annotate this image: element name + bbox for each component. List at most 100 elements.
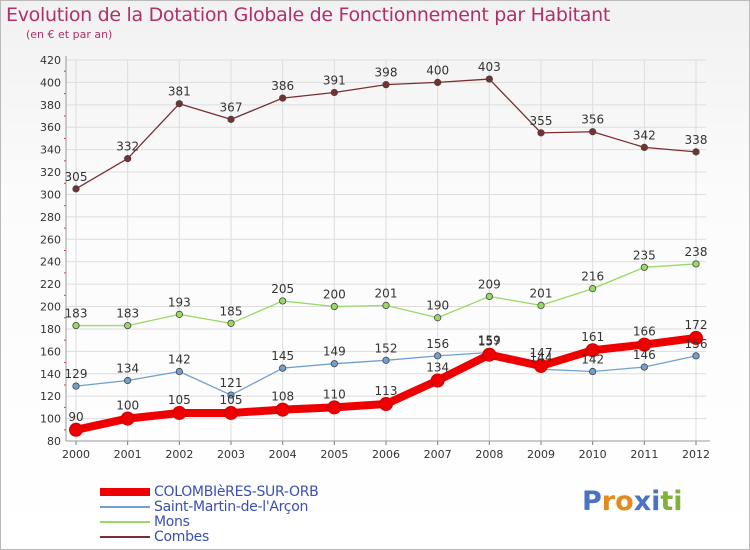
data-point	[69, 422, 83, 437]
y-tick-label: 140	[40, 368, 61, 381]
data-point	[327, 400, 342, 415]
legend-swatch	[100, 488, 150, 496]
data-point	[227, 319, 235, 327]
data-label: 205	[271, 282, 294, 296]
x-tick-label: 2006	[372, 448, 400, 461]
data-point	[72, 382, 80, 390]
data-label: 147	[530, 346, 553, 360]
data-label: 134	[426, 360, 449, 374]
y-tick-label: 260	[40, 233, 61, 246]
data-point	[172, 405, 187, 420]
data-point	[120, 411, 135, 426]
data-label: 152	[375, 341, 398, 355]
data-label: 146	[633, 348, 656, 362]
data-point	[279, 94, 287, 102]
data-point	[640, 263, 648, 271]
data-point	[124, 155, 132, 163]
data-label: 161	[581, 330, 604, 344]
data-label: 216	[581, 270, 604, 284]
y-tick-label: 100	[40, 413, 61, 426]
data-point	[434, 314, 442, 322]
data-point	[485, 292, 493, 301]
data-point	[124, 376, 132, 385]
data-point	[382, 356, 390, 364]
data-label: 391	[323, 73, 346, 87]
data-point	[330, 88, 338, 97]
data-point	[589, 284, 597, 293]
y-tick-label: 340	[40, 144, 61, 157]
data-label: 190	[426, 299, 449, 313]
data-point	[227, 115, 235, 123]
data-label: 90	[68, 410, 83, 424]
data-label: 193	[168, 295, 191, 309]
logo-letter: t	[660, 486, 674, 517]
data-labels: 90 100 105 105 108 110 113 134 157 147 161 166 172 12…	[65, 60, 708, 424]
legend-label: Combes	[154, 529, 209, 545]
data-point	[224, 405, 238, 420]
legend-item: COLOMBIèRES-SUR-ORB	[100, 484, 420, 500]
y-tick-label: 320	[40, 166, 61, 179]
data-label: 235	[633, 248, 656, 262]
data-point	[482, 347, 497, 362]
data-label: 338	[685, 133, 708, 147]
data-point	[124, 321, 132, 330]
data-label: 400	[426, 63, 449, 77]
data-point	[589, 367, 597, 376]
data-point	[485, 75, 493, 83]
data-point	[534, 358, 548, 373]
data-label: 142	[168, 353, 191, 367]
y-tick-label: 160	[40, 345, 61, 358]
data-label: 356	[581, 113, 604, 127]
data-point	[692, 260, 700, 268]
data-point	[175, 100, 183, 108]
data-label: 149	[323, 345, 346, 359]
data-point	[637, 337, 652, 352]
data-label: 166	[633, 325, 656, 339]
data-label: 381	[168, 85, 191, 99]
legend-item: Combes	[100, 529, 420, 545]
data-point	[227, 391, 235, 399]
data-label: 159	[478, 333, 501, 347]
data-label: 156	[426, 337, 449, 351]
data-label: 134	[116, 361, 139, 375]
data-label: 156	[685, 337, 708, 351]
chart-title: Evolution de la Dotation Globale de Fonc…	[6, 4, 611, 26]
data-point	[589, 128, 597, 136]
x-tick-label: 2012	[682, 448, 710, 461]
y-tick-label: 400	[40, 76, 61, 89]
data-label: 238	[685, 245, 708, 259]
data-point	[640, 143, 648, 152]
data-label: 172	[685, 318, 708, 332]
y-tick-label: 220	[40, 278, 61, 291]
data-label: 113	[375, 384, 398, 398]
data-label: 332	[116, 140, 139, 154]
legend-label: Saint-Martin-de-l'Arçon	[154, 499, 309, 515]
data-point	[640, 363, 648, 371]
data-label: 183	[116, 307, 139, 321]
legend-label: COLOMBIèRES-SUR-ORB	[154, 484, 319, 500]
data-point	[279, 297, 287, 305]
data-label: 144	[530, 350, 553, 364]
y-tick-label: 80	[47, 435, 61, 448]
data-point	[275, 402, 290, 417]
data-point	[330, 302, 338, 311]
data-label: 209	[478, 277, 501, 291]
data-point	[434, 78, 442, 87]
legend-swatch	[100, 521, 150, 523]
legend-item: Saint-Martin-de-l'Arçon	[100, 499, 420, 515]
data-label: 386	[271, 79, 294, 93]
logo-letter: r	[601, 486, 616, 517]
data-label: 108	[271, 390, 294, 404]
data-label: 100	[116, 399, 139, 413]
logo-letter: i	[673, 486, 683, 517]
logo-letter: x	[633, 486, 652, 517]
data-label: 342	[633, 128, 656, 142]
y-tick-label: 420	[40, 54, 61, 67]
data-label: 355	[530, 114, 553, 128]
x-tick-label: 2002	[165, 448, 193, 461]
x-tick-label: 2004	[269, 448, 297, 461]
axes: 80 100 120 140 160 180 200 220 240 260 280 300 320 34…	[40, 54, 710, 461]
x-tick-label: 2005	[320, 448, 348, 461]
y-tick-label: 280	[40, 211, 61, 224]
legend-item: Mons	[100, 514, 420, 530]
